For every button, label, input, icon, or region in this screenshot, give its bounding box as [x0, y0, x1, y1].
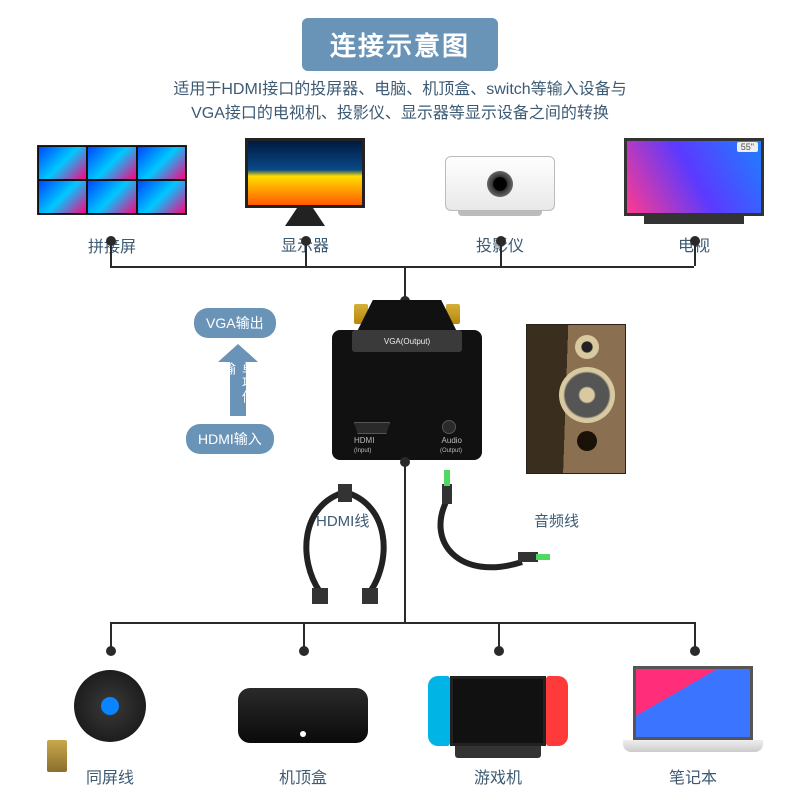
bus-dot — [301, 236, 311, 246]
vga-port-label: VGA(Output) — [352, 330, 462, 352]
direction-arrow: 单项传输 — [218, 344, 258, 416]
device-laptop: 笔记本 — [608, 660, 778, 764]
device-projector: 投影仪 — [420, 138, 580, 234]
audio-cable-icon — [430, 492, 540, 592]
bus-dot — [299, 646, 309, 656]
subtitle: 适用于HDMI接口的投屏器、电脑、机顶盒、switch等输入设备与 VGA接口的… — [0, 78, 800, 126]
bus-dot — [496, 236, 506, 246]
device-label: 同屏线 — [25, 764, 195, 788]
audio-cable-label: 音频线 — [534, 510, 579, 531]
device-cast-dongle: 同屏线 — [25, 660, 195, 764]
device-console: 游戏机 — [413, 660, 583, 764]
projector-icon — [445, 156, 555, 211]
device-label: 游戏机 — [413, 764, 583, 788]
bus-center-rise — [404, 462, 406, 622]
hdmi-port-label: HDMI(Input) — [354, 436, 374, 454]
videowall-icon — [37, 145, 187, 215]
bus-dot — [690, 236, 700, 246]
device-settopbox: 机顶盒 — [218, 660, 388, 764]
bus-dot — [400, 457, 410, 467]
bus-center-drop — [404, 266, 406, 300]
vga-output-pill: VGA输出 — [194, 308, 276, 338]
bus-dot — [106, 646, 116, 656]
subtitle-line-2: VGA接口的电视机、投影仪、显示器等显示设备之间的转换 — [0, 102, 800, 126]
hdmi-port-icon — [354, 422, 390, 434]
speaker-icon — [526, 324, 626, 474]
device-monitor: 显示器 — [225, 138, 385, 234]
laptop-icon — [623, 666, 763, 752]
device-tv: 55" 电视 — [614, 138, 774, 234]
title-badge: 连接示意图 — [302, 18, 498, 71]
chromecast-icon — [25, 670, 195, 770]
hdmi-cable-icon — [290, 490, 400, 600]
adapter-device: VGA(Output) HDMI(Input) Audio(Output) — [332, 300, 482, 460]
device-videowall: 拼接屏 — [32, 145, 192, 235]
hdmi-cable-label: HDMI线 — [316, 510, 369, 531]
subtitle-line-1: 适用于HDMI接口的投屏器、电脑、机顶盒、switch等输入设备与 — [0, 78, 800, 102]
tv-size-badge: 55" — [737, 142, 758, 152]
console-icon — [428, 676, 568, 746]
monitor-icon — [245, 138, 365, 226]
settopbox-icon — [238, 688, 368, 743]
audio-port-label: Audio(Output) — [440, 436, 462, 454]
bottom-bus-line — [110, 622, 694, 624]
arrow-label: 单项传输 — [218, 362, 258, 416]
device-label: 笔记本 — [608, 764, 778, 788]
tv-icon: 55" — [624, 138, 764, 216]
bus-dot — [690, 646, 700, 656]
hdmi-input-pill: HDMI输入 — [186, 424, 274, 454]
bus-dot — [106, 236, 116, 246]
bus-dot — [494, 646, 504, 656]
audio-port-icon — [442, 420, 456, 434]
device-label: 机顶盒 — [218, 764, 388, 788]
top-bus-line — [110, 266, 694, 268]
